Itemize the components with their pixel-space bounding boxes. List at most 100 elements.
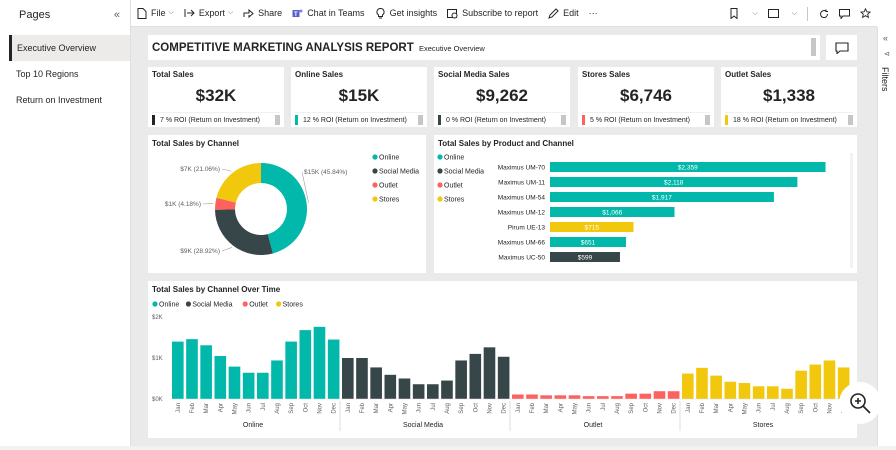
donut-slice[interactable] [216,163,261,203]
time-bar[interactable] [682,373,694,399]
product-bar[interactable] [550,222,634,232]
product-bar[interactable] [550,252,620,262]
time-bar[interactable] [625,393,637,399]
time-bar[interactable] [242,372,255,399]
time-bar[interactable] [327,339,340,399]
kpi-social-media-sales[interactable]: Social Media Sales $9,262 0 % ROI (Retur… [434,67,570,127]
time-bar[interactable] [469,353,482,399]
kpi-outlet-sales[interactable]: Outlet Sales $1,338 18 % ROI (Return on … [721,67,857,127]
more-options-button[interactable]: ··· [589,8,598,18]
zoom-button[interactable] [839,382,881,424]
donut-chart-card[interactable]: Total Sales by Channel $15K (45.84%) $9K … [148,135,426,273]
page-item-executive-overview[interactable]: Executive Overview [9,35,130,61]
file-menu[interactable]: File ⌵ [136,7,174,19]
time-bar[interactable] [228,366,241,399]
time-bar[interactable] [412,384,425,399]
share-button[interactable]: Share [243,8,282,19]
product-bar[interactable] [550,162,826,172]
bookmark-icon[interactable] [728,8,739,19]
time-bar[interactable] [795,370,807,399]
product-bar[interactable] [550,192,774,202]
view-icon[interactable] [767,8,779,19]
time-bar[interactable] [724,381,737,399]
chevron-down-icon[interactable]: ⌵ [752,9,758,17]
legend-label[interactable]: Social Media [192,302,232,309]
comment-icon[interactable] [839,8,850,19]
time-bar[interactable] [356,358,368,399]
legend-label[interactable]: Stores [379,197,400,204]
chat-in-teams-button[interactable]: T Chat in Teams [292,8,365,19]
time-bar[interactable] [781,388,793,399]
product-bar[interactable] [550,177,798,187]
time-bar[interactable] [285,341,297,399]
time-bar[interactable] [370,367,382,399]
expand-filters-icon[interactable]: « [883,33,889,43]
time-bar[interactable] [441,380,453,399]
legend-label[interactable]: Social Media [444,169,484,176]
time-bar[interactable] [342,358,354,399]
kpi-online-sales[interactable]: Online Sales $15K 12 % ROI (Return on In… [291,67,427,127]
time-bar[interactable] [299,330,312,399]
export-menu[interactable]: Export ⌵ [184,8,233,19]
time-column-chart[interactable]: Online Social Media Outlet Stores $0K $1K $2K J… [148,281,857,438]
time-bar[interactable] [837,367,850,399]
time-bar[interactable] [639,393,652,399]
time-bar[interactable] [172,341,184,399]
time-bar[interactable] [427,384,439,399]
time-bar[interactable] [271,360,283,399]
time-bar[interactable] [597,396,609,399]
time-bar[interactable] [752,386,765,399]
time-bar[interactable] [710,375,722,399]
time-bar[interactable] [767,386,779,399]
time-bar[interactable] [398,378,411,400]
time-bar[interactable] [200,345,212,399]
time-bar[interactable] [313,326,326,399]
star-icon[interactable] [860,8,871,19]
get-insights-button[interactable]: Get insights [375,7,437,19]
title-scrollbar[interactable] [811,38,816,56]
donut-chart[interactable]: $15K (45.84%) $9K (28.92%) $1K (4.18%) $7K … [148,135,426,273]
time-bar[interactable] [526,394,538,399]
time-bar[interactable] [582,396,595,399]
time-bar[interactable] [257,372,269,399]
time-bar[interactable] [186,339,198,399]
time-bar[interactable] [497,356,510,399]
time-bar[interactable] [512,394,524,399]
time-bar[interactable] [554,395,567,399]
kpi-stores-sales[interactable]: Stores Sales $6,746 5 % ROI (Return on I… [578,67,714,127]
legend-label[interactable]: Online [379,155,399,162]
subscribe-button[interactable]: Subscribe to report [447,8,538,19]
collapse-pages-icon[interactable]: « [113,9,120,21]
product-bar[interactable] [550,207,675,217]
time-chart-card[interactable]: Total Sales by Channel Over Time Online S… [148,281,857,438]
chevron-down-icon[interactable]: ⌵ [791,9,797,17]
refresh-icon[interactable] [818,8,829,19]
time-bar[interactable] [214,355,227,399]
filters-pane[interactable]: « ⊲ Filters [877,27,896,447]
page-item-top-10-regions[interactable]: Top 10 Regions [16,69,79,79]
time-bar[interactable] [384,374,397,399]
donut-slice[interactable] [261,163,307,254]
time-bar[interactable] [455,360,467,399]
kpi-total-sales[interactable]: Total Sales $32K 7 % ROI (Return on Inve… [148,67,284,127]
product-bar[interactable] [550,237,627,247]
comment-button[interactable] [826,35,857,60]
time-bar[interactable] [483,347,496,399]
product-bar-chart-card[interactable]: Total Sales by Product and Channel Onlin… [434,135,857,273]
scrollbar[interactable] [850,153,853,268]
edit-button[interactable]: Edit [548,7,579,19]
product-bar-chart[interactable]: Online Social Media Outlet Stores Maximus UM… [434,135,857,273]
time-bar[interactable] [696,367,708,399]
legend-label[interactable]: Stores [444,197,465,204]
time-bar[interactable] [809,364,822,399]
time-bar[interactable] [568,395,581,399]
time-bar[interactable] [540,395,552,399]
time-bar[interactable] [611,396,623,399]
legend-label[interactable]: Social Media [379,169,419,176]
time-bar[interactable] [823,360,836,399]
legend-label[interactable]: Outlet [379,183,398,190]
time-bar[interactable] [738,383,751,399]
time-bar[interactable] [667,391,680,399]
legend-label[interactable]: Outlet [444,183,463,190]
legend-label[interactable]: Online [159,302,179,309]
